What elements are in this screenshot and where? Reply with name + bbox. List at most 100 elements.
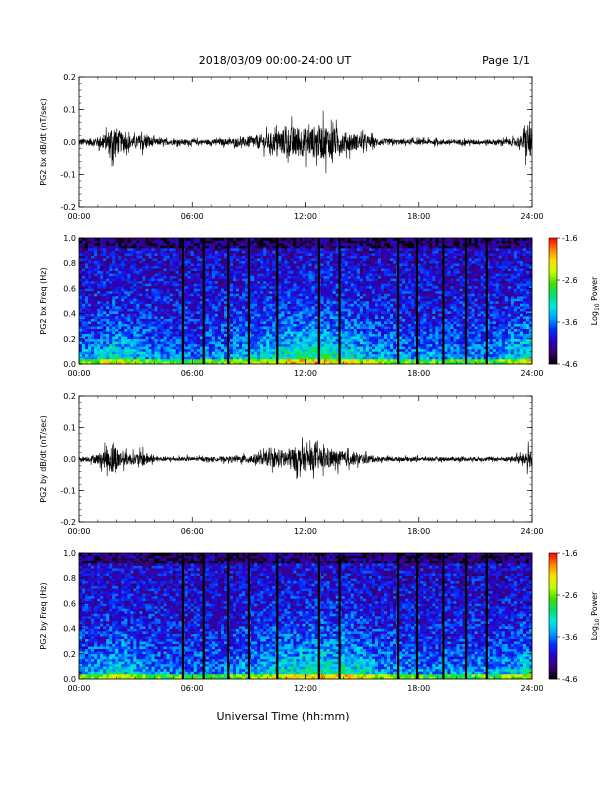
spectrogram-cell (230, 275, 234, 279)
spectrogram-cell (281, 238, 285, 241)
spectrogram-cell (205, 280, 210, 284)
spectrogram-cell (269, 316, 273, 319)
spectrogram-cell (344, 295, 349, 299)
spectrogram-cell (266, 253, 270, 256)
spectrogram-cell (365, 283, 370, 287)
spectrogram-cell (160, 285, 164, 289)
spectrogram-cell (293, 338, 297, 342)
spectrogram-cell (272, 295, 276, 299)
spectrogram-cell (199, 265, 204, 269)
spectrogram-cell (263, 268, 267, 272)
spectrogram-cell (133, 238, 137, 241)
spectrogram-cell (184, 273, 189, 277)
spectrogram-cell (193, 306, 198, 309)
spectrogram-cell (251, 260, 255, 264)
spectrogram-cell (163, 333, 167, 337)
spectrogram-cell (154, 295, 158, 299)
spectrogram-cell (136, 288, 140, 292)
spectrogram-cell (230, 336, 234, 340)
spectrogram-cell (329, 346, 333, 350)
spectrogram-cell (281, 326, 285, 330)
spectrogram-cell (251, 285, 255, 289)
spectrogram-cell (136, 270, 140, 274)
spectrogram-cell (260, 348, 264, 352)
spectrogram-cell (82, 278, 86, 282)
spectrogram-cell (263, 278, 267, 282)
spectrogram-cell (193, 351, 198, 355)
spectrogram-cell (314, 250, 318, 254)
spectrogram-cell (193, 265, 198, 269)
spectrogram-cell (103, 273, 107, 277)
spectrogram-cell (332, 283, 336, 287)
spectrogram-cell (332, 311, 336, 314)
spectrogram-cell (94, 303, 98, 307)
spectrogram-cell (341, 303, 346, 307)
spectrogram-cell (166, 260, 170, 264)
spectrogram-cell (157, 318, 161, 322)
spectrogram-cell (353, 270, 358, 274)
spectrogram-cell (239, 313, 243, 317)
spectrogram-cell (230, 353, 234, 357)
spectrogram-cell (233, 318, 237, 322)
spectrogram-cell (296, 295, 300, 299)
spectrogram-cell (223, 238, 228, 241)
spectrogram-cell (260, 285, 264, 289)
spectrogram-cell (239, 298, 243, 302)
spectrogram-cell (251, 293, 255, 297)
spectrogram-cell (193, 258, 198, 261)
spectrogram-cell (362, 318, 367, 322)
spectrogram-cell (157, 243, 161, 246)
spectrogram-cell (239, 278, 243, 282)
spectrogram-cell (332, 243, 336, 246)
spectrogram-cell (305, 326, 309, 330)
spectrogram-cell (287, 248, 291, 251)
spectrogram-cell (169, 318, 173, 322)
spectrogram-cell (329, 301, 333, 304)
spectrogram-cell (124, 298, 128, 302)
spectrogram-cell (205, 290, 210, 294)
spectrogram-cell (233, 331, 237, 335)
spectrogram-cell (91, 245, 95, 249)
spectrogram-cell (251, 243, 255, 246)
spectrogram-cell (347, 268, 352, 272)
spectrogram-cell (344, 260, 349, 264)
spectrogram-cell (350, 260, 355, 264)
spectrogram-cell (257, 260, 261, 264)
spectrogram-cell (236, 326, 240, 330)
spectrogram-cell (142, 358, 146, 362)
spectrogram-cell (100, 328, 104, 332)
spectrogram-cell (242, 280, 246, 284)
spectrogram-cell (278, 348, 282, 352)
spectrogram-cell (172, 240, 176, 244)
spectrogram-cell (79, 336, 83, 340)
spectrogram-cell (362, 306, 367, 309)
spectrogram-cell (136, 285, 140, 289)
spectrogram-cell (190, 338, 195, 342)
spectrogram-cell (211, 275, 216, 279)
spectrogram-cell (133, 240, 137, 244)
spectrogram-cell (263, 263, 267, 267)
spectrogram-cell (88, 351, 92, 355)
spectrogram-cell (302, 245, 306, 249)
spectrogram-cell (350, 351, 355, 355)
spectrogram-cell (220, 293, 225, 297)
spectrogram-cell (263, 333, 267, 337)
spectrogram-cell (359, 356, 364, 360)
spectrogram-cell (239, 248, 243, 251)
spectrogram-cell (82, 311, 86, 314)
spectrogram-cell (121, 290, 125, 294)
spectrogram-cell (94, 328, 98, 332)
spectrogram-cell (230, 323, 234, 327)
spectrogram-cell (290, 346, 294, 350)
spectrogram-cell (160, 238, 164, 241)
spectrogram-cell (139, 303, 143, 307)
spectrogram-cell (193, 323, 198, 327)
spectrogram-cell (151, 301, 155, 304)
spectrogram-cell (97, 333, 101, 337)
spectrogram-cell (260, 313, 264, 317)
spectrogram-cell (172, 356, 176, 360)
spectrogram-cell (151, 280, 155, 284)
spectrogram-cell (172, 268, 176, 272)
spectrogram-cell (175, 311, 179, 314)
spectrogram-cell (142, 270, 146, 274)
